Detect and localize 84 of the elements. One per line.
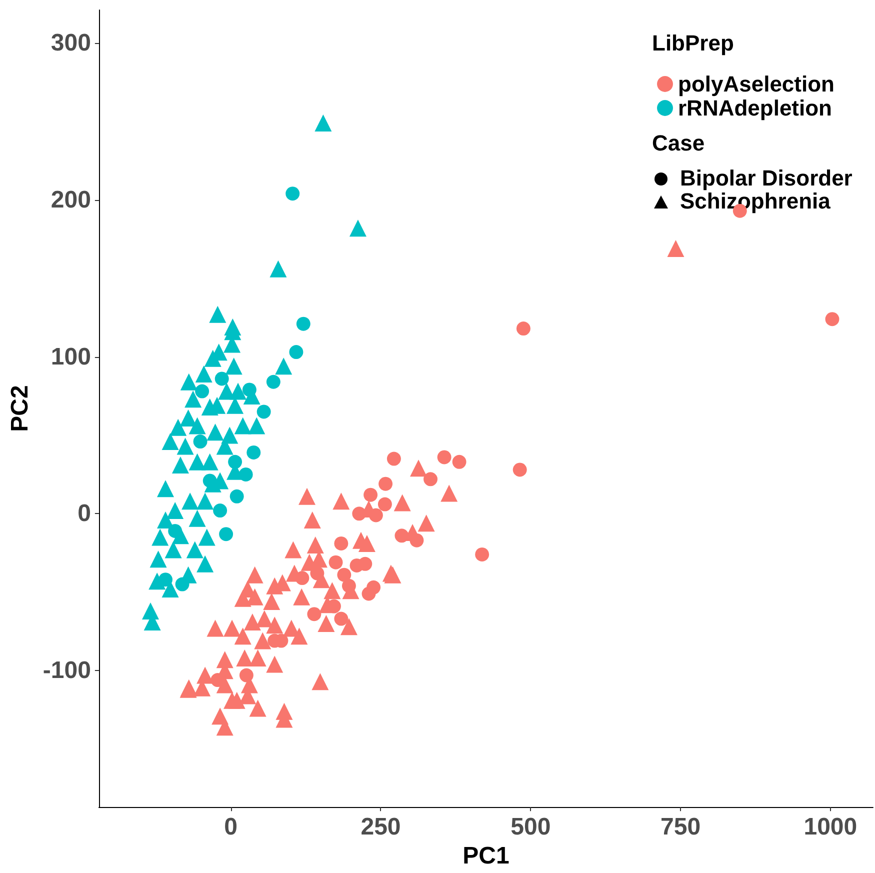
point bbox=[186, 541, 204, 558]
legend-label: polyAselection bbox=[678, 72, 834, 96]
y-tick-label: -100 bbox=[42, 657, 91, 684]
point bbox=[248, 417, 266, 434]
point bbox=[195, 366, 212, 383]
point bbox=[296, 316, 310, 331]
point bbox=[516, 322, 530, 336]
point bbox=[246, 445, 261, 460]
annotation: Bipolar Disorder bbox=[680, 166, 853, 190]
point bbox=[286, 186, 300, 201]
point bbox=[334, 612, 348, 626]
point bbox=[386, 452, 401, 466]
point bbox=[239, 668, 254, 682]
point bbox=[362, 586, 376, 601]
point bbox=[214, 372, 229, 386]
point bbox=[289, 345, 304, 360]
point bbox=[196, 492, 214, 510]
point bbox=[256, 404, 271, 419]
point bbox=[452, 454, 466, 469]
point bbox=[196, 555, 214, 572]
point bbox=[275, 358, 292, 375]
point bbox=[180, 373, 198, 390]
point bbox=[314, 114, 332, 132]
x-tick-label: 250 bbox=[360, 814, 401, 841]
point bbox=[364, 488, 378, 502]
point bbox=[225, 358, 242, 375]
point bbox=[184, 390, 202, 408]
point bbox=[230, 489, 244, 504]
point bbox=[188, 510, 206, 527]
point bbox=[166, 502, 184, 520]
point bbox=[350, 558, 364, 572]
y-tick-label: 100 bbox=[50, 343, 91, 370]
point bbox=[213, 504, 228, 518]
point bbox=[270, 260, 287, 278]
point bbox=[172, 456, 189, 474]
point bbox=[334, 536, 348, 550]
point bbox=[230, 382, 247, 400]
x-tick-label: 0 bbox=[224, 814, 238, 841]
point bbox=[328, 555, 343, 570]
point bbox=[475, 547, 490, 562]
point bbox=[424, 472, 438, 486]
x-tick-label: 750 bbox=[660, 814, 701, 841]
point bbox=[349, 220, 366, 237]
point bbox=[182, 492, 199, 510]
point bbox=[148, 572, 166, 590]
y-tick-label: 0 bbox=[78, 500, 91, 528]
y-tick-label: 300 bbox=[50, 29, 91, 56]
point bbox=[170, 418, 187, 436]
legend-title: LibPrep bbox=[652, 30, 734, 56]
point bbox=[201, 453, 218, 470]
point bbox=[219, 527, 234, 542]
point bbox=[162, 433, 179, 450]
point bbox=[164, 541, 182, 558]
y-axis-title: PC2 bbox=[6, 385, 34, 432]
point bbox=[195, 384, 210, 398]
point bbox=[266, 374, 280, 389]
point bbox=[825, 312, 840, 326]
x-axis-title: PC1 bbox=[462, 842, 510, 870]
point bbox=[152, 528, 169, 546]
annotation: Case bbox=[652, 130, 705, 156]
point bbox=[156, 480, 174, 498]
point bbox=[188, 417, 206, 434]
point bbox=[176, 438, 194, 455]
x-tick-label: 1000 bbox=[804, 814, 858, 841]
point bbox=[180, 409, 197, 426]
point bbox=[209, 306, 226, 323]
point bbox=[437, 450, 452, 464]
point bbox=[307, 607, 322, 622]
point bbox=[156, 511, 174, 528]
point bbox=[198, 528, 216, 546]
point bbox=[512, 462, 527, 477]
point bbox=[206, 424, 224, 441]
y-tick-label: 200 bbox=[50, 186, 91, 214]
point bbox=[337, 568, 352, 582]
point bbox=[234, 417, 252, 434]
point bbox=[172, 527, 189, 544]
point bbox=[188, 453, 206, 470]
x-tick-label: 500 bbox=[510, 814, 551, 841]
point bbox=[378, 497, 392, 512]
legend-label: rRNAdepletion bbox=[678, 96, 832, 120]
point bbox=[150, 550, 167, 568]
point bbox=[193, 434, 208, 448]
point bbox=[378, 476, 393, 491]
point bbox=[204, 350, 222, 367]
